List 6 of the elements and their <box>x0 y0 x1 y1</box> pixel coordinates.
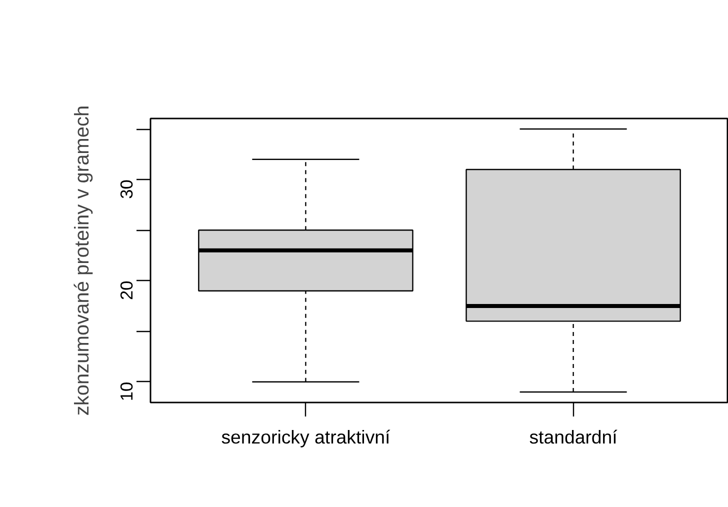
y-tick-label: 20 <box>116 280 136 300</box>
x-tick-label: senzoricky atraktivní <box>221 426 392 448</box>
y-axis-title: zkonzumované proteiny v gramech <box>72 105 94 416</box>
y-tick-label: 30 <box>116 180 136 199</box>
y-tick-label: 10 <box>116 382 136 402</box>
x-tick-label: standardní <box>529 426 618 448</box>
